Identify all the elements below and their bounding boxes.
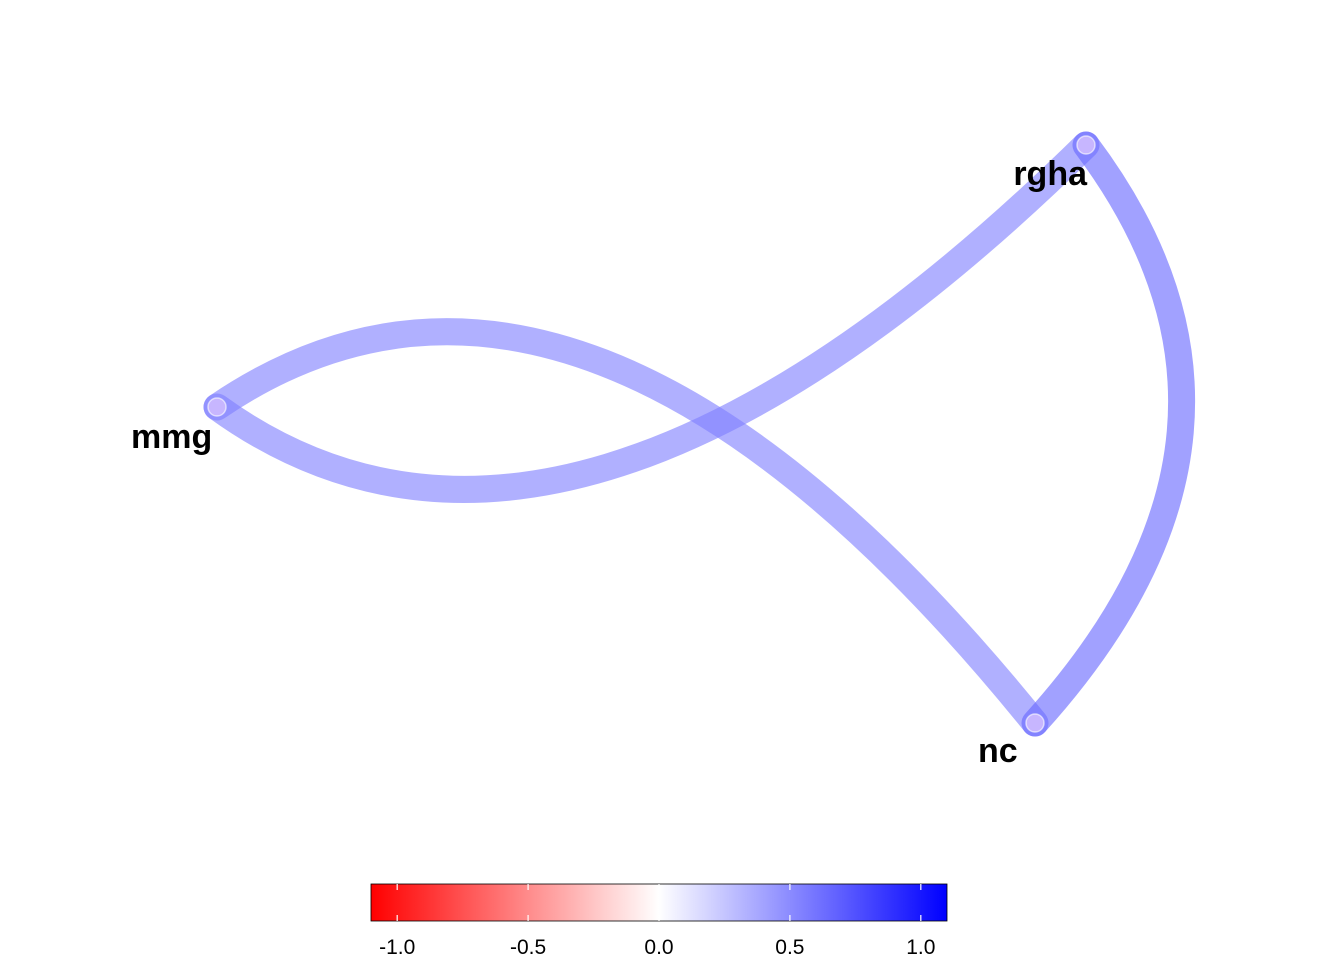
colorbar-tick-label: -1.0 (379, 936, 415, 959)
edge-mmg-rgha (203, 131, 1100, 503)
colorbar-tick-label: -0.5 (510, 936, 546, 959)
node-label-rgha: rgha (1013, 155, 1088, 193)
colorbar-tick-label: 1.0 (906, 936, 935, 959)
edges-layer (203, 131, 1196, 737)
colorbar-tick-label: 0.0 (644, 936, 673, 959)
colorbar-tick-label: 0.5 (775, 936, 804, 959)
labels-layer: mmg rgha nc (131, 155, 1088, 770)
node-nc (1025, 713, 1045, 733)
colorbar: -1.0 -0.5 0.0 0.5 1.0 (370, 883, 948, 959)
colorbar-ticks (396, 884, 922, 921)
node-label-nc: nc (978, 732, 1018, 770)
node-label-mmg: mmg (131, 418, 212, 456)
edge-mmg-nc (203, 318, 1049, 737)
colorbar-tick-labels: -1.0 -0.5 0.0 0.5 1.0 (379, 936, 935, 959)
nodes-layer (207, 135, 1096, 733)
node-mmg (207, 397, 227, 417)
node-rgha (1076, 135, 1096, 155)
edge-rgha-nc (1021, 131, 1196, 737)
